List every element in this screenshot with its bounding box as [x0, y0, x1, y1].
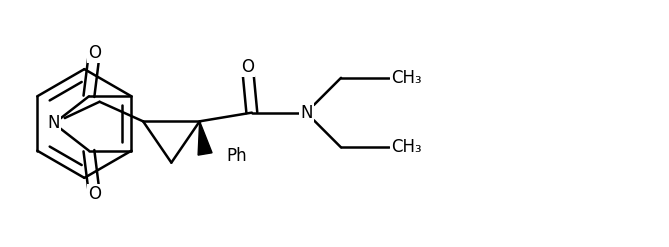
Text: Ph: Ph [227, 147, 248, 165]
Text: N: N [300, 104, 312, 122]
Text: O: O [88, 44, 101, 62]
Text: O: O [88, 185, 101, 203]
Polygon shape [198, 121, 212, 155]
Text: CH₃: CH₃ [391, 69, 421, 87]
Text: CH₃: CH₃ [391, 138, 421, 156]
Text: O: O [241, 58, 254, 76]
Text: N: N [47, 115, 60, 132]
